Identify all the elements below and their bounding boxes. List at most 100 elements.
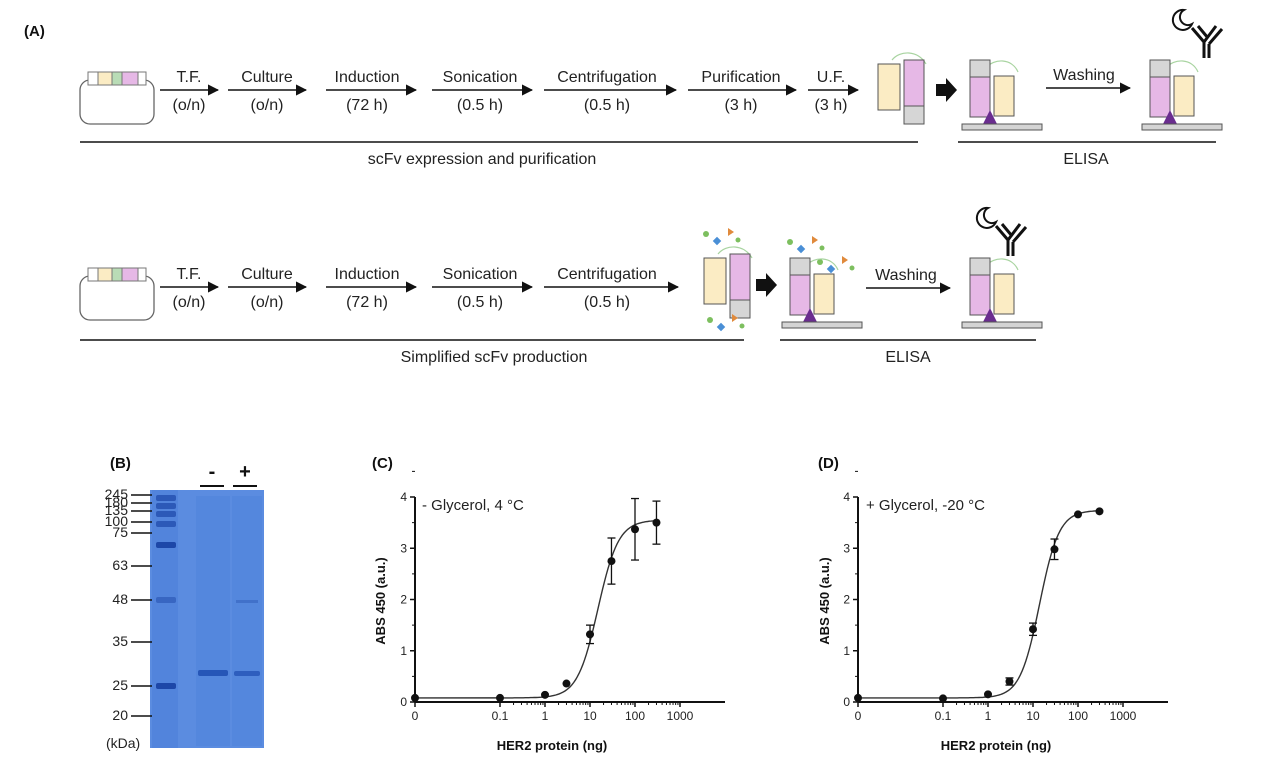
row1-step-name: Purification [701,69,780,86]
data-point [1029,625,1037,634]
fit-curve [414,520,655,699]
row1-step-name: T.F. [177,69,202,86]
row2-step-time: (o/n) [251,294,284,311]
elisa-plate-icon [1141,59,1223,131]
data-point [854,693,862,702]
ladder-band [156,495,176,501]
row1-caption-right: ELISA [1063,151,1109,168]
row1-step-time: (o/n) [173,97,206,114]
marker-size-label: 135 [105,502,129,518]
scfv-icon [877,52,927,125]
lane-plus-label: + [239,461,251,483]
x-tick-label: 0 [412,709,419,723]
data-point [562,679,571,688]
ladder-band [156,503,176,509]
row2-step-time: (72 h) [346,294,388,311]
row2-step-time: (0.5 h) [457,294,503,311]
kda-unit-label: (kDa) [106,735,140,751]
x-tick-label: 0 [855,709,862,723]
data-point [652,518,661,527]
row1-step-time: (72 h) [346,97,388,114]
x-tick-label: 1 [542,709,549,723]
sample-band-plus [234,671,260,676]
y-tick-label: 2 [843,593,850,607]
row2-step-name: T.F. [177,266,202,283]
scfv-icon [703,246,753,319]
x-tick-label: 10 [583,709,597,723]
elisa-plate-icon [961,59,1043,131]
marker-size-label: 35 [112,633,128,649]
y-tick-label: 2 [400,593,407,607]
row1-step-time: (o/n) [251,97,284,114]
y-tick-label: 1 [843,644,850,658]
row2-step-time: (0.5 h) [584,294,630,311]
data-point [1074,510,1082,519]
marker-size-label: 180 [105,494,129,510]
gel-image [150,490,264,748]
row2-step-name: Centrifugation [557,266,657,283]
panel-d-label: (D) [818,455,839,472]
row2-washing-label: Washing [875,267,937,284]
next-arrow-icon [936,78,957,102]
chart-c-annotation: - Glycerol, 4 °C [422,497,524,514]
data-point [1005,677,1014,686]
row1-steps: T.F. (o/n) Culture (o/n) Induction (72 h… [160,69,860,114]
antibody-icon [1171,8,1224,60]
chart-d-annotation: + Glycerol, -20 °C [866,497,985,514]
impurities-icon [787,236,825,254]
elisa-plate-icon [961,257,1043,329]
chart-c-ylabel: ABS 450 (a.u.) [373,557,388,644]
sample-band-faint [236,600,258,603]
ladder-band [156,542,176,548]
data-point [496,693,504,702]
row2-step-name: Culture [241,266,293,283]
row1-step-time: (3 h) [725,97,758,114]
row1-caption-left: scFv expression and purification [368,151,597,168]
row2-step-time: (o/n) [173,294,206,311]
chart-d-xlabel: HER2 protein (ng) [941,738,1052,753]
marker-size-label: 63 [112,557,128,573]
marker-size-label: 75 [112,524,128,540]
row1-step-time: (0.5 h) [584,97,630,114]
row1-step-name: Sonication [443,69,518,86]
panel-c-label: (C) [372,455,393,472]
row1-step-time: (3 h) [815,97,848,114]
data-point [541,690,549,699]
row2-step-name: Sonication [443,266,518,283]
row1-step-name: Centrifugation [557,69,657,86]
x-tick-label: 1000 [667,709,694,723]
row2-steps: T.F. (o/n) Culture (o/n) Induction (72 h… [160,266,680,311]
data-point [984,690,992,699]
panel-a-label: (A) [24,23,45,40]
ladder-band [156,521,176,527]
marker-size-label: 20 [112,707,128,723]
x-tick-label: 10 [1026,709,1040,723]
ladder-band [156,683,176,689]
chart-d: 0 1 2 3 4 0 0.1 1 10 100 1000 + Glycerol, -20 °C H… [817,470,1168,753]
plasmid-icon [79,267,155,321]
ladder-band [156,597,176,603]
impurities-icon [703,228,741,246]
data-point [411,693,419,702]
x-tick-label: 0.1 [935,709,952,723]
data-point [607,557,616,566]
sample-band-minus [198,670,228,676]
y-tick-label: 4 [843,490,850,504]
x-tick-label: 0.1 [492,709,509,723]
chart-c: 0 1 2 3 4 0 0.1 1 10 100 1000 - Glycerol, 4 °C HER… [373,470,725,753]
marker-size-label: 245 [105,486,129,502]
data-point [586,630,594,639]
chart-c-xlabel: HER2 protein (ng) [497,738,608,753]
plasmid-icon [79,71,155,125]
panel-b-label: (B) [110,455,131,472]
row1-step-time: (0.5 h) [457,97,503,114]
lane-minus-label: - [209,461,216,483]
antibody-icon [975,206,1028,258]
y-tick-label: 0 [843,695,850,709]
marker-size-label: 48 [112,591,128,607]
next-arrow-icon [756,273,777,297]
row2-caption-left: Simplified scFv production [401,349,588,366]
y-tick-label: 3 [400,541,407,555]
